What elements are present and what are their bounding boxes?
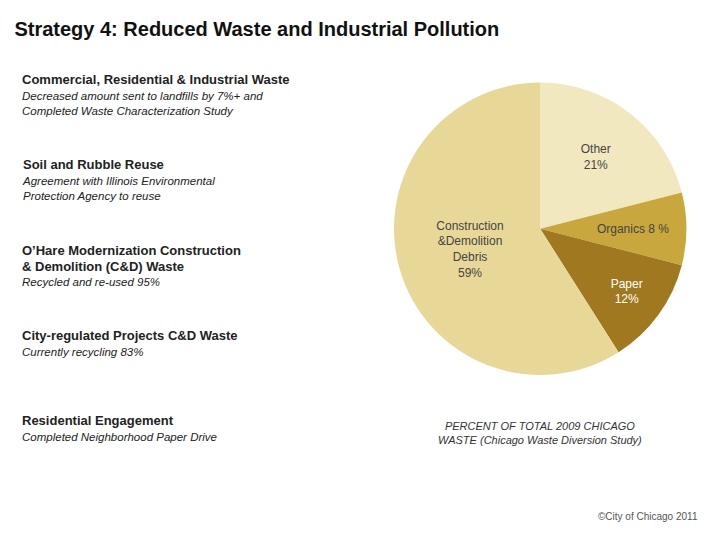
svg-text:Other21%: Other21% xyxy=(581,142,611,172)
svg-text:Commercial, Residential & Indu: Commercial, Residential & Industrial Was… xyxy=(22,72,290,117)
svg-text:Soil and Rubble ReuseAgreement: Soil and Rubble ReuseAgreement with Illi… xyxy=(22,157,215,202)
svg-text:Strategy 4: Reduced Waste and: Strategy 4: Reduced Waste and Industrial… xyxy=(14,18,499,40)
svg-text:Organics 8 %: Organics 8 % xyxy=(597,222,669,236)
svg-text:Residential EngagementComplete: Residential EngagementCompleted Neighbor… xyxy=(22,413,217,443)
svg-text:O’Hare Modernization Construct: O’Hare Modernization Construction& Demol… xyxy=(22,243,241,288)
svg-text:Paper12%: Paper12% xyxy=(611,277,643,307)
svg-text:©City of Chicago 2011: ©City of Chicago 2011 xyxy=(598,511,698,522)
svg-text:City-regulated Projects C&D Wa: City-regulated Projects C&D WasteCurrent… xyxy=(22,328,238,358)
svg-text:Construction&DemolitionDebris5: Construction&DemolitionDebris59% xyxy=(436,219,503,280)
svg-text:PERCENT OF TOTAL 2009 CHICAGOW: PERCENT OF TOTAL 2009 CHICAGOWASTE (Chic… xyxy=(438,420,642,446)
